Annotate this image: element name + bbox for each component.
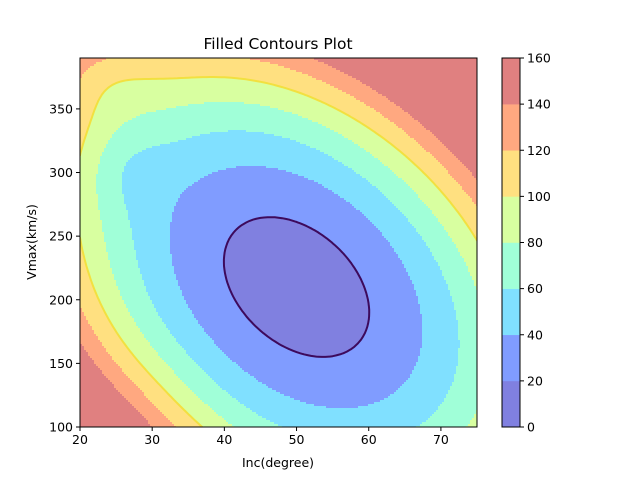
y-tick-label: 250 (49, 229, 73, 244)
y-tick-label: 350 (49, 101, 73, 116)
colorbar-tick-label: 60 (527, 281, 543, 296)
x-tick-label: 50 (289, 432, 305, 447)
x-tick-label: 70 (433, 432, 449, 447)
colorbar: 0 20 40 60 80 100 120 140 160 (502, 51, 551, 435)
x-axis-label: Inc(degree) (242, 455, 314, 470)
colorbar-band (502, 196, 520, 242)
x-tick-label: 20 (72, 432, 88, 447)
x-tick-label: 40 (216, 432, 232, 447)
y-tick-label: 100 (49, 420, 73, 435)
colorbar-band (502, 104, 520, 150)
colorbar-tick-label: 0 (527, 420, 535, 435)
colorbar-tick-label: 20 (527, 373, 543, 388)
colorbar-band (502, 150, 520, 196)
colorbar-tick-label: 40 (527, 327, 543, 342)
contour-fill-layer (80, 58, 478, 428)
colorbar-band (502, 335, 520, 381)
x-tick-label: 60 (361, 432, 377, 447)
y-tick-label: 300 (49, 165, 73, 180)
y-axis-label: Vmax(km/s) (24, 204, 39, 280)
chart-title: Filled Contours Plot (203, 35, 352, 53)
colorbar-band (502, 243, 520, 289)
x-axis: 20 30 40 50 60 70 (72, 427, 449, 447)
colorbar-band (502, 381, 520, 427)
colorbar-tick-label: 120 (527, 143, 551, 158)
colorbar-tick-label: 100 (527, 189, 551, 204)
colorbar-tick-label: 140 (527, 97, 551, 112)
y-tick-label: 200 (49, 292, 73, 307)
x-tick-label: 30 (144, 432, 160, 447)
y-axis: 100 150 200 250 300 350 (49, 101, 80, 434)
colorbar-tick-label: 160 (527, 51, 551, 66)
colorbar-band (502, 289, 520, 335)
y-tick-label: 150 (49, 356, 73, 371)
colorbar-tick-label: 80 (527, 235, 543, 250)
colorbar-band (502, 58, 520, 104)
